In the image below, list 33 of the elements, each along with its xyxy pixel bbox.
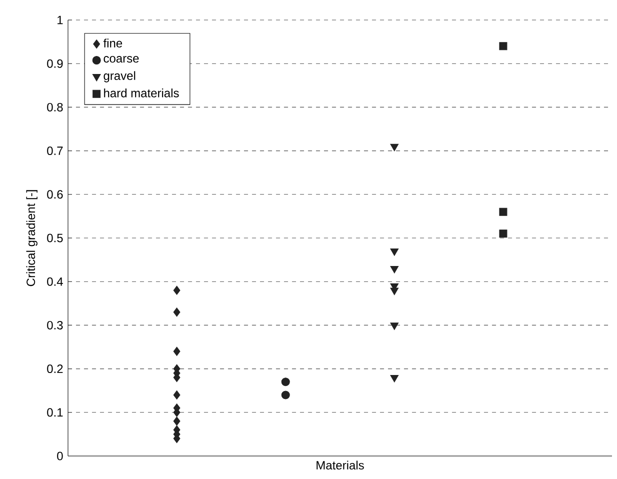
x-axis-title: Materials xyxy=(316,460,364,470)
point xyxy=(173,308,180,317)
y-tick-label: 0.4 xyxy=(47,277,63,286)
point xyxy=(499,42,508,50)
y-tick-label: 0.9 xyxy=(47,59,63,68)
y-tick-label: 0.6 xyxy=(47,190,63,199)
point xyxy=(173,286,180,295)
point xyxy=(390,266,399,274)
y-tick-label: 0.2 xyxy=(47,364,63,374)
y-tick-label: 0.5 xyxy=(47,234,63,242)
point xyxy=(390,144,399,152)
y-tick-label: 0.1 xyxy=(47,408,63,417)
y-tick-label: 0.8 xyxy=(47,102,63,112)
point xyxy=(173,390,180,400)
legend-label: gravel xyxy=(104,71,136,82)
point xyxy=(281,390,290,400)
point xyxy=(281,378,290,386)
y-tick-label: 0.3 xyxy=(47,320,63,330)
y-tick-label: 1 xyxy=(58,16,63,24)
y-axis-title: Critical gradient [-] xyxy=(26,190,38,286)
legend-label: coarse xyxy=(104,56,139,63)
point xyxy=(390,288,399,296)
point xyxy=(390,248,399,256)
point xyxy=(390,374,399,382)
point xyxy=(499,208,508,216)
point xyxy=(173,346,180,356)
legend-label: hard materials xyxy=(104,88,179,98)
legend-label: fine xyxy=(103,38,122,48)
point xyxy=(390,322,399,330)
point xyxy=(499,230,508,238)
y-tick-label: 0 xyxy=(57,452,63,460)
y-tick-label: 0.7 xyxy=(47,146,63,156)
point xyxy=(173,416,180,426)
